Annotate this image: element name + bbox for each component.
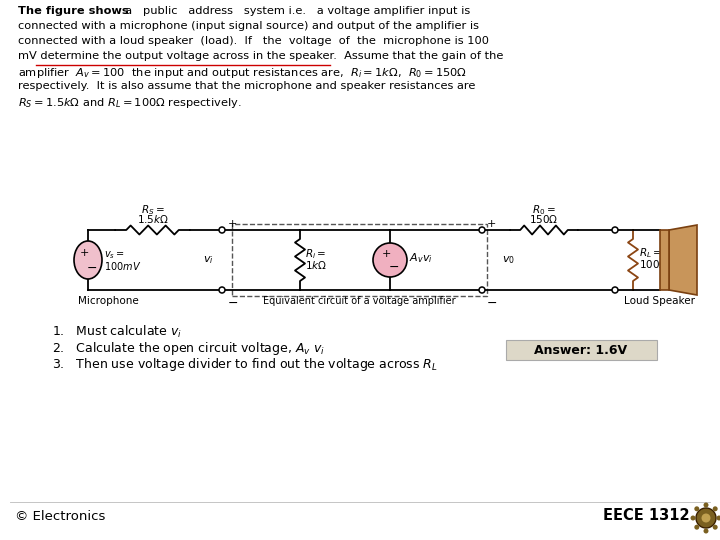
Text: $R_i =$: $R_i =$ bbox=[305, 247, 326, 261]
Text: −: − bbox=[86, 261, 97, 274]
Text: Microphone: Microphone bbox=[78, 296, 138, 306]
Circle shape bbox=[612, 227, 618, 233]
Text: connected with a microphone (input signal source) and output of the amplifier is: connected with a microphone (input signa… bbox=[18, 21, 479, 31]
Text: amplifier  $A_v = 100$  the input and output resistances are,  $R_i = 1k\Omega$,: amplifier $A_v = 100$ the input and outp… bbox=[18, 66, 467, 80]
Circle shape bbox=[716, 516, 720, 521]
Circle shape bbox=[694, 525, 699, 530]
Circle shape bbox=[690, 516, 696, 521]
Text: $150\Omega$: $150\Omega$ bbox=[529, 213, 559, 225]
Circle shape bbox=[612, 287, 618, 293]
Text: $R_0 =$: $R_0 =$ bbox=[532, 203, 556, 217]
Text: −: − bbox=[389, 260, 400, 273]
FancyBboxPatch shape bbox=[505, 340, 657, 360]
Polygon shape bbox=[669, 225, 697, 295]
Ellipse shape bbox=[74, 241, 102, 279]
Text: connected with a loud speaker  (load).  If   the  voltage  of  the  microphone i: connected with a loud speaker (load). If… bbox=[18, 36, 489, 46]
Text: $v_0$: $v_0$ bbox=[502, 254, 515, 266]
Text: $A_v v_i$: $A_v v_i$ bbox=[409, 251, 433, 265]
Text: $R_S = 1.5k\Omega$ and $R_L = 100\Omega$ respectively.: $R_S = 1.5k\Omega$ and $R_L = 100\Omega$… bbox=[18, 96, 241, 110]
Text: © Electronics: © Electronics bbox=[15, 510, 105, 523]
Text: mV determine the output voltage across in the speaker.  Assume that the gain of : mV determine the output voltage across i… bbox=[18, 51, 503, 61]
Bar bbox=[660, 230, 669, 290]
Text: $100\Omega$: $100\Omega$ bbox=[639, 258, 668, 270]
Circle shape bbox=[713, 525, 718, 530]
Text: EECE 1312: EECE 1312 bbox=[603, 509, 690, 523]
Text: Loud Speaker: Loud Speaker bbox=[624, 296, 696, 306]
Text: $100mV$: $100mV$ bbox=[104, 260, 141, 272]
Text: Answer: 1.6V: Answer: 1.6V bbox=[534, 343, 628, 356]
Text: −: − bbox=[487, 297, 498, 310]
Circle shape bbox=[479, 227, 485, 233]
Circle shape bbox=[479, 287, 485, 293]
Circle shape bbox=[696, 508, 716, 528]
Text: $v_i$: $v_i$ bbox=[203, 254, 214, 266]
Text: $1.5k\Omega$: $1.5k\Omega$ bbox=[137, 213, 168, 225]
Circle shape bbox=[373, 243, 407, 277]
Circle shape bbox=[703, 503, 708, 508]
Text: +: + bbox=[382, 249, 391, 259]
Text: +: + bbox=[228, 219, 238, 229]
Text: The figure shows: The figure shows bbox=[18, 6, 129, 16]
Text: Equivalent circuit of a voltage amplifier: Equivalent circuit of a voltage amplifie… bbox=[264, 296, 456, 306]
Circle shape bbox=[701, 514, 711, 523]
Text: −: − bbox=[228, 297, 238, 310]
Text: a   public   address   system i.e.   a voltage amplifier input is: a public address system i.e. a voltage a… bbox=[118, 6, 470, 16]
Circle shape bbox=[703, 529, 708, 534]
Text: $R_L =$: $R_L =$ bbox=[639, 246, 662, 260]
Text: $R_S =$: $R_S =$ bbox=[140, 203, 164, 217]
Text: 2.   Calculate the open circuit voltage, $A_v$ $v_i$: 2. Calculate the open circuit voltage, $… bbox=[52, 340, 325, 357]
Text: $v_s =$: $v_s =$ bbox=[104, 249, 125, 261]
FancyBboxPatch shape bbox=[232, 224, 487, 296]
Text: 3.   Then use voltage divider to find out the voltage across $R_L$: 3. Then use voltage divider to find out … bbox=[52, 356, 438, 373]
Text: +: + bbox=[79, 248, 89, 258]
Circle shape bbox=[713, 507, 718, 511]
Text: 1.   Must calculate $v_i$: 1. Must calculate $v_i$ bbox=[52, 324, 182, 340]
Circle shape bbox=[219, 227, 225, 233]
Text: +: + bbox=[487, 219, 496, 229]
Text: $1k\Omega$: $1k\Omega$ bbox=[305, 259, 327, 271]
Circle shape bbox=[694, 507, 699, 511]
Circle shape bbox=[219, 287, 225, 293]
Text: respectively.  It is also assume that the microphone and speaker resistances are: respectively. It is also assume that the… bbox=[18, 81, 475, 91]
